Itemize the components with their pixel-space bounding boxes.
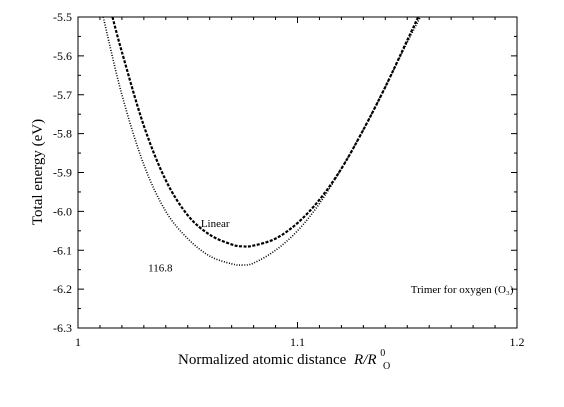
- y-tick-label: -6.0: [53, 204, 72, 218]
- y-tick-label: -5.9: [53, 166, 72, 180]
- x-axis-title-sup: 0: [380, 348, 385, 359]
- x-tick-labels: 1 1.1 1.2: [75, 335, 525, 349]
- y-tick-label: -5.8: [53, 127, 72, 141]
- y-tick-label: -5.7: [53, 88, 72, 102]
- annotation-2: 116.8: [148, 263, 173, 275]
- plot-frame: [77, 16, 518, 329]
- x-axis-title: Normalized atomic distance R/R 0 O: [178, 344, 390, 372]
- y-axis-title: Total energy (eV): [30, 119, 46, 225]
- series-layer: [102, 17, 422, 266]
- y-tick-label: -6.2: [53, 282, 72, 296]
- y-tick-label: -6.3: [53, 321, 72, 335]
- series-line-bent: [102, 17, 422, 266]
- x-axis-title-variable: R/R: [353, 352, 377, 368]
- ticks: [77, 16, 518, 329]
- y-tick-label: -6.1: [53, 243, 72, 257]
- y-tick-label: -5.5: [53, 10, 72, 24]
- x-axis-title-sub: O: [383, 361, 390, 372]
- x-tick-label: 1.1: [290, 335, 305, 349]
- x-tick-label: 1: [75, 335, 81, 349]
- series-line-linear: [111, 17, 420, 248]
- annotation-3: Trimer for oxygen (O₃): [411, 284, 514, 296]
- annotation-layer: Linear 116.8 Trimer for oxygen (O₃): [148, 218, 514, 296]
- x-tick-label: 1.2: [510, 335, 525, 349]
- y-tick-labels: -6.3 -6.2 -6.1 -6.0 -5.9 -5.8 -5.7 -5.6 -5.5: [53, 10, 72, 335]
- y-tick-label: -5.6: [53, 49, 72, 63]
- annotation-1: Linear: [201, 218, 230, 230]
- x-axis-title-text: Normalized atomic distance: [178, 352, 347, 368]
